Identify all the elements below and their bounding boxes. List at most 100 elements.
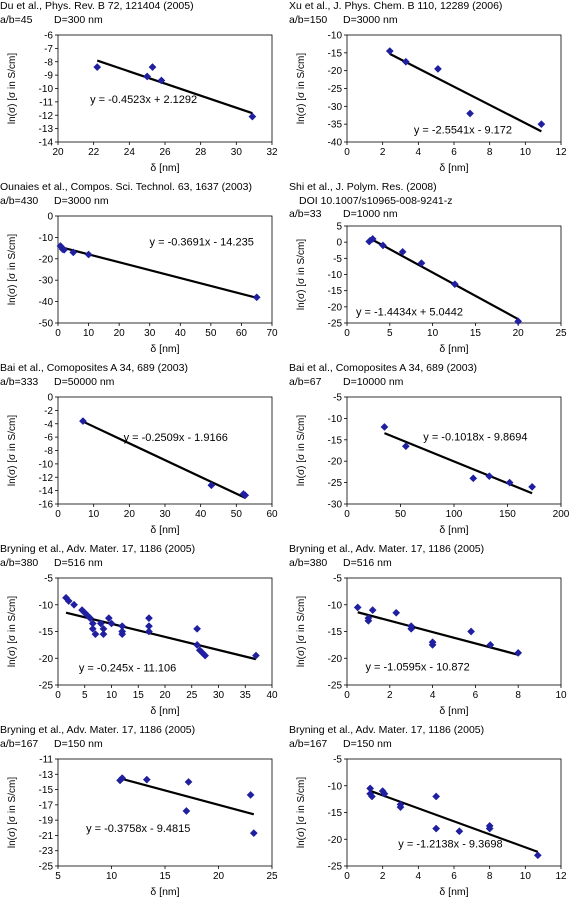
fit-equation: y = -1.0595x - 10.872 [365, 661, 469, 673]
x-tick-label: 60 [236, 328, 248, 339]
x-tick-label: 10 [520, 147, 532, 158]
trendline [96, 59, 253, 115]
plot-frame [57, 396, 273, 505]
x-tick-label: 50 [231, 509, 243, 520]
y-tick-label: -10 [39, 84, 54, 95]
y-tick-label: -50 [39, 319, 54, 330]
y-tick-label: -14 [39, 486, 54, 497]
fit-equation: y = -0.2509x - 1.9166 [124, 432, 228, 444]
scatter-plot: 0 50 100 150 200 -5 -10 -15 -20 -25 -30 δ [nm] ln(σ)… [296, 393, 570, 537]
diameter-text: D=1000 nm [343, 208, 398, 220]
y-tick-label: -25 [39, 862, 54, 873]
y-tick-label: -5 [333, 755, 342, 766]
fit-equation: y = -0.3691x - 14.235 [150, 237, 254, 249]
data-point [533, 851, 542, 860]
chart-panel: Xu et al., J. Phys. Chem. B 110, 12289 (… [289, 0, 578, 181]
data-point [528, 482, 537, 491]
x-tick-label: 30 [231, 147, 243, 158]
data-point [248, 112, 257, 121]
aspect-ratio-text: a/b=380 [0, 556, 39, 569]
data-point [93, 63, 102, 72]
plot-frame [57, 34, 273, 143]
fit-equation: y = -2.5541x - 9.172 [414, 125, 512, 137]
diameter-text: D=3000 nm [54, 194, 109, 207]
data-point [364, 616, 373, 625]
fit-equation: y = -0.3758x - 9.4815 [86, 823, 190, 835]
aspect-ratio-text: a/b=167 [289, 737, 328, 750]
fit-equation: y = -0.1018x - 9.8694 [423, 431, 527, 443]
diameter-text: D=150 nm [54, 737, 103, 750]
x-tick-label: 50 [205, 328, 217, 339]
y-tick-label: -40 [39, 297, 54, 308]
scatter-plot: 0 5 10 15 20 25 30 35 40 -5 -10 -15 -20 -25 δ [nm] ln(σ… [7, 574, 278, 718]
y-tick-label: -20 [328, 457, 343, 468]
diameter-text: D=300 nm [54, 13, 103, 26]
x-tick-label: 10 [88, 509, 100, 520]
x-tick-label: 10 [106, 871, 118, 882]
scatter-plot: 0 2 4 6 8 10 12 -10 -15 -20 -25 -30 -35 -40 δ [nm] ln(σ… [296, 31, 567, 175]
x-tick-label: 28 [195, 147, 207, 158]
data-point [79, 417, 87, 426]
data-point [241, 491, 250, 500]
y-tick-label: -20 [328, 302, 343, 313]
trendline [368, 237, 519, 321]
y-tick-label: -4 [44, 419, 53, 430]
x-tick-label: 5 [82, 690, 88, 701]
y-tick-label: -5 [333, 393, 342, 404]
y-tick-label: -25 [328, 319, 343, 330]
x-tick-label: 50 [395, 509, 407, 520]
y-axis-label: ln(σ) [σ in S/cm] [296, 777, 307, 848]
citation-text: Shi et al., J. Polym. Res. (2008) [289, 181, 437, 193]
data-point [96, 619, 105, 628]
x-tick-label: 30 [159, 509, 171, 520]
data-point [505, 478, 514, 487]
x-tick-label: 10 [427, 328, 439, 339]
y-axis-label: ln(σ) [σ in S/cm] [7, 234, 18, 305]
chart-panel: Du et al., Phys. Rev. B 72, 121404 (2005… [0, 0, 289, 181]
scatter-plot: 0 5 10 15 20 25 5 0 -5 -10 -15 -20 -25 δ [nm] ln(σ) [σ… [296, 222, 567, 356]
y-tick-label: -5 [333, 574, 342, 585]
plot-frame [57, 215, 273, 324]
data-point [432, 792, 441, 801]
x-tick-label: 12 [555, 147, 567, 158]
x-tick-label: 30 [144, 328, 156, 339]
x-tick-label: 10 [83, 328, 95, 339]
trendline [65, 611, 257, 661]
data-point [193, 640, 202, 649]
y-tick-label: -13 [39, 770, 54, 781]
data-point [455, 827, 464, 836]
x-tick-label: 32 [266, 147, 278, 158]
y-tick-label: -20 [328, 835, 343, 846]
y-axis-label: ln(σ) [σ in S/cm] [296, 239, 307, 310]
panel-header: Du et al., Phys. Rev. B 72, 121404 (2005… [0, 0, 286, 27]
y-tick-label: -30 [328, 102, 343, 113]
aspect-ratio-text: a/b=430 [0, 194, 39, 207]
y-axis-label: ln(σ) [σ in S/cm] [296, 415, 307, 486]
chart-panel: Bryning et al., Adv. Mater. 17, 1186 (20… [289, 543, 578, 724]
panel-header: Shi et al., J. Polym. Res. (2008) DOI 10.… [289, 181, 575, 222]
data-point [69, 248, 78, 257]
y-axis-label: ln(σ) [σ in S/cm] [7, 415, 18, 486]
panel-header: Ounaies et al., Compos. Sci. Technol. 63… [0, 181, 286, 208]
y-tick-label: -6 [44, 433, 53, 444]
data-point [207, 481, 216, 490]
trendline [357, 611, 519, 656]
data-point [380, 789, 389, 798]
fit-equation: y = -1.2138x - 9.3698 [398, 839, 502, 851]
x-tick-label: 10 [555, 690, 567, 701]
data-point [118, 774, 127, 783]
x-tick-label: 30 [213, 690, 225, 701]
y-axis-label: ln(σ) [σ in S/cm] [296, 53, 307, 124]
x-tick-label: 24 [124, 147, 136, 158]
data-point [450, 280, 459, 289]
y-tick-label: -7 [44, 44, 53, 55]
chart-panel: Bryning et al., Adv. Mater. 17, 1186 (20… [0, 724, 289, 905]
data-point [368, 234, 377, 243]
trendline [119, 777, 255, 816]
data-point [88, 624, 97, 633]
data-point [60, 245, 69, 254]
x-tick-label: 20 [114, 328, 126, 339]
data-point [514, 648, 523, 657]
y-tick-label: -15 [328, 435, 343, 446]
y-tick-label: -25 [39, 681, 54, 692]
